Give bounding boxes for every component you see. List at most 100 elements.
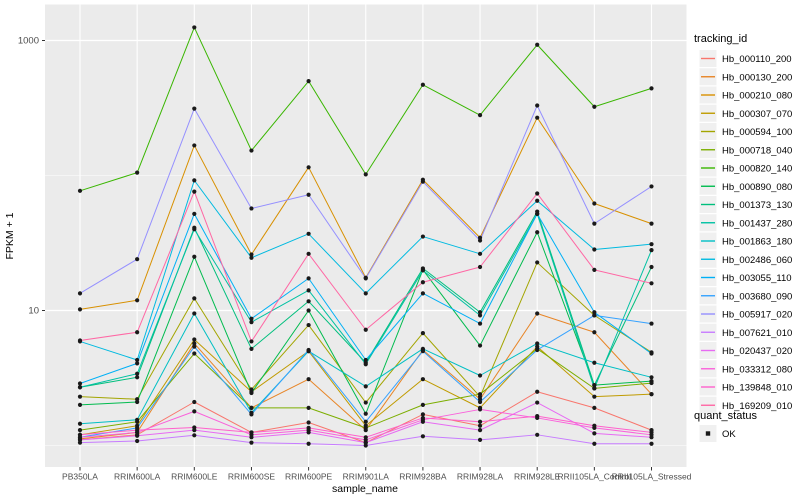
- legend-item-Hb_169209_010: Hb_169209_010: [699, 396, 792, 414]
- data-point: [192, 106, 197, 111]
- data-point: [420, 402, 425, 407]
- data-point: [306, 420, 311, 425]
- legend-item-label: Hb_139848_010: [722, 383, 792, 394]
- legend-items-quant: OK: [699, 425, 736, 442]
- data-point: [477, 264, 483, 270]
- data-point: [420, 331, 425, 336]
- data-point: [306, 425, 311, 431]
- data-point: [420, 349, 425, 354]
- data-point: [420, 179, 425, 184]
- legend-item-Hb_002486_060: Hb_002486_060: [699, 250, 792, 268]
- legend-item-label: Hb_020437_020: [722, 346, 792, 357]
- data-point: [192, 425, 197, 430]
- data-point: [535, 115, 540, 120]
- data-point: [363, 400, 368, 405]
- legend-item-Hb_000307_070: Hb_000307_070: [699, 104, 792, 122]
- data-point: [77, 307, 83, 312]
- legend-item-label: Hb_003055_110: [722, 273, 792, 284]
- legend-item-Hb_000210_080: Hb_000210_080: [699, 86, 792, 104]
- data-point: [135, 257, 140, 262]
- x-tick-label: RRIM901LA: [343, 472, 390, 482]
- legend-item-Hb_005917_020: Hb_005917_020: [699, 305, 792, 323]
- data-point: [192, 341, 197, 346]
- data-point: [306, 231, 311, 236]
- data-point: [306, 322, 311, 328]
- data-point: [592, 394, 597, 399]
- data-point: [249, 390, 254, 396]
- data-point: [535, 400, 540, 405]
- data-point: [192, 433, 197, 438]
- data-point: [306, 251, 311, 256]
- data-point: [306, 377, 311, 382]
- legend-key-point: [705, 431, 711, 436]
- legend-item-quant: OK: [699, 425, 736, 442]
- data-point: [249, 405, 254, 410]
- data-point: [135, 170, 140, 175]
- data-point: [592, 441, 597, 446]
- data-point: [135, 417, 140, 422]
- legend-item-Hb_001373_130: Hb_001373_130: [699, 196, 792, 213]
- data-point: [420, 412, 425, 417]
- legend-item-Hb_003680_090: Hb_003680_090: [699, 287, 792, 305]
- data-point: [535, 341, 540, 346]
- data-point: [535, 389, 540, 394]
- data-point: [135, 298, 140, 303]
- data-point: [535, 311, 540, 316]
- axis-layer: 1000 10 PB350LA RRIM600LA RRIM600LE RRIM600SE…: [18, 36, 692, 482]
- data-point: [192, 189, 197, 194]
- data-point: [592, 383, 597, 388]
- data-point: [135, 330, 140, 335]
- x-tick-label: RRIM600SE: [228, 472, 276, 482]
- legend-item-label: Hb_169209_010: [722, 401, 792, 412]
- data-point: [592, 360, 597, 365]
- data-point: [77, 402, 83, 407]
- data-point: [192, 211, 197, 216]
- data-point: [363, 411, 368, 416]
- data-point: [420, 82, 425, 87]
- x-tick-label: RRIM928LE: [514, 472, 561, 482]
- x-tick-label: RRIM928BA: [399, 472, 447, 482]
- data-point: [249, 206, 254, 211]
- legend-item-Hb_139848_010: Hb_139848_010: [699, 378, 792, 396]
- data-point: [420, 291, 425, 296]
- data-point: [535, 103, 540, 108]
- legend-items-tracking: Hb_000110_200 Hb_000130_200 Hb_000210_080 H…: [699, 50, 792, 414]
- data-point: [249, 339, 254, 344]
- data-point: [249, 387, 254, 392]
- data-point: [535, 347, 540, 353]
- data-point: [249, 412, 254, 417]
- data-point: [535, 198, 540, 203]
- data-point: [77, 385, 83, 390]
- data-point: [420, 415, 425, 421]
- data-point: [592, 104, 597, 109]
- data-point: [535, 414, 540, 419]
- legend-item-label: Hb_033312_080: [722, 364, 792, 375]
- legend-item-Hb_000110_200: Hb_000110_200: [699, 50, 792, 67]
- data-point: [477, 313, 483, 318]
- data-point: [135, 357, 140, 363]
- data-point: [535, 230, 540, 235]
- legend-item-label: Hb_001863_180: [722, 237, 792, 248]
- legend-item-label: Hb_003680_090: [722, 291, 792, 302]
- data-point: [249, 252, 254, 257]
- data-point: [363, 291, 368, 296]
- data-point: [477, 392, 483, 397]
- panel-layer: [45, 4, 687, 467]
- legend-item-label: Hb_000307_070: [722, 109, 792, 120]
- data-point: [192, 351, 197, 356]
- data-point: [306, 79, 311, 84]
- legend-item-label: Hb_002486_060: [722, 255, 792, 266]
- data-point: [135, 371, 140, 376]
- data-point: [306, 441, 311, 446]
- data-point: [192, 344, 197, 349]
- legend-item-Hb_001863_180: Hb_001863_180: [699, 232, 792, 250]
- data-point: [420, 280, 425, 285]
- data-point: [535, 191, 540, 196]
- legend-item-label: OK: [722, 429, 736, 440]
- data-point: [249, 346, 254, 351]
- data-point: [306, 347, 311, 353]
- data-point: [477, 113, 483, 118]
- data-point: [535, 432, 540, 437]
- data-point: [77, 421, 83, 426]
